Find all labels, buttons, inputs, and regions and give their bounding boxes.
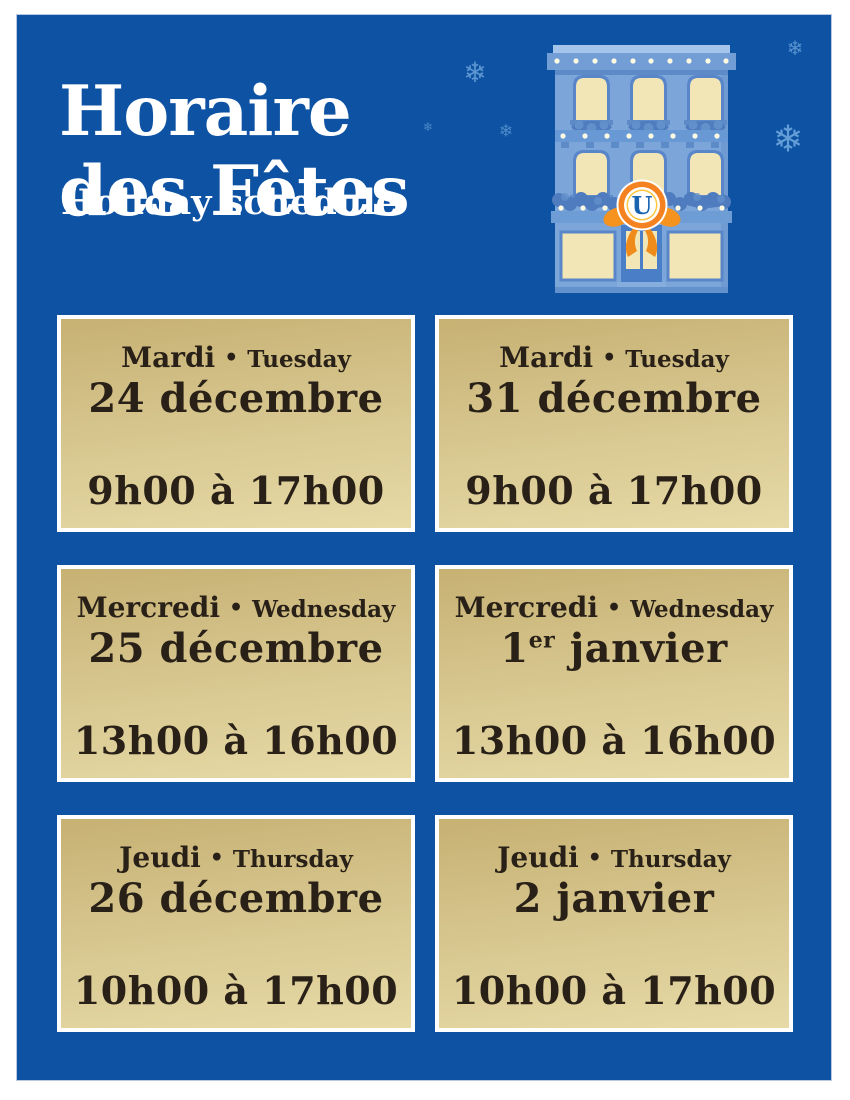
bullet-separator: • [224, 345, 239, 371]
date-line: 1er janvier [500, 625, 728, 673]
day-fr: Jeudi [119, 841, 201, 874]
day-en: Tuesday [625, 346, 729, 373]
day-fr: Mardi [499, 341, 594, 374]
snowflake-icon: ❄ [463, 56, 487, 89]
time-range: 13h00 à 16h00 [73, 718, 399, 764]
date-line: 26 décembre [88, 875, 384, 923]
title-line-2: des Fêtes [59, 151, 410, 233]
bullet-separator: • [587, 845, 602, 871]
store-building-illustration: U [547, 45, 736, 293]
day-en: Thursday [232, 846, 353, 873]
schedule-card-dec26: Jeudi • Thursday 26 décembre 10h00 à 17h00 [57, 815, 415, 1032]
date-line: 24 décembre [88, 375, 384, 423]
day-line: Mardi • Tuesday [121, 341, 351, 374]
schedule-card-dec25: Mercredi • Wednesday 25 décembre 13h00 à 1… [57, 565, 415, 782]
date-line: 25 décembre [88, 625, 384, 673]
holiday-poster: Horaire des Fêtes Holiday schedule ❄ ❄ ❄… [17, 15, 831, 1080]
time-range: 9h00 à 17h00 [87, 468, 385, 514]
schedule-card-dec31: Mardi • Tuesday 31 décembre 9h00 à 17h00 [435, 315, 793, 532]
day-fr: Mercredi [76, 591, 220, 624]
schedule-card-jan1: Mercredi • Wednesday 1er janvier 13h00 à 1… [435, 565, 793, 782]
snowflake-icon: ❄ [422, 120, 434, 134]
time-range: 13h00 à 16h00 [451, 718, 777, 764]
snowflake-icon: ❄ [786, 36, 804, 60]
day-line: Jeudi • Thursday [119, 841, 353, 874]
day-line: Mercredi • Wednesday [454, 591, 774, 624]
page-subtitle: Holiday schedule [61, 182, 398, 223]
snowflake-icon: ❄ [498, 121, 514, 142]
bullet-separator: • [602, 345, 617, 371]
day-fr: Jeudi [497, 841, 579, 874]
day-fr: Mercredi [454, 591, 598, 624]
day-en: Tuesday [247, 346, 351, 373]
time-range: 9h00 à 17h00 [465, 468, 763, 514]
time-range: 10h00 à 17h00 [451, 968, 777, 1014]
date-line: 31 décembre [466, 375, 762, 423]
title-line-1: Horaire [59, 71, 352, 153]
logo-letter: U [632, 191, 653, 220]
page-title: Horaire des Fêtes [59, 71, 410, 233]
time-range: 10h00 à 17h00 [73, 968, 399, 1014]
day-en: Thursday [610, 846, 731, 873]
date-line: 2 janvier [513, 875, 715, 923]
day-fr: Mardi [121, 341, 216, 374]
day-en: Wednesday [630, 596, 774, 623]
u-logo-badge: U [603, 179, 681, 257]
day-line: Mardi • Tuesday [499, 341, 729, 374]
bullet-separator: • [229, 595, 244, 621]
day-line: Jeudi • Thursday [497, 841, 731, 874]
schedule-card-jan2: Jeudi • Thursday 2 janvier 10h00 à 17h00 [435, 815, 793, 1032]
schedule-card-dec24: Mardi • Tuesday 24 décembre 9h00 à 17h00 [57, 315, 415, 532]
bullet-separator: • [209, 845, 224, 871]
day-en: Wednesday [252, 596, 396, 623]
schedule-grid: Mardi • Tuesday 24 décembre 9h00 à 17h00 M… [57, 315, 793, 1032]
bullet-separator: • [607, 595, 622, 621]
day-line: Mercredi • Wednesday [76, 591, 396, 624]
snowflake-icon: ❄ [772, 117, 804, 161]
